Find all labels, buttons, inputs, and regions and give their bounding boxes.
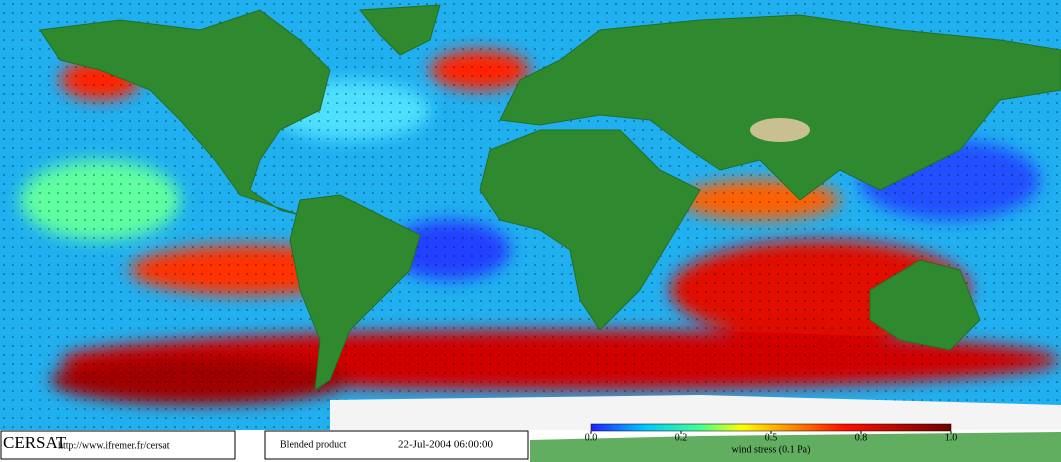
footer: CERSAT http://www.ifremer.fr/cersat Blen…	[0, 430, 529, 460]
map	[0, 0, 1061, 430]
colorbar: wind stress (0.1 Pa) 0.0 0.2 0.5 0.8 1.0	[585, 423, 958, 455]
info-box	[0, 430, 236, 460]
colorbar-tick-label: 1.0	[945, 432, 958, 443]
url: http://www.ifremer.fr/cersat	[58, 440, 170, 451]
product: Blended product	[280, 439, 347, 450]
colorbar-tick-label: 0.8	[855, 432, 868, 443]
colorbar-label: wind stress (0.1 Pa)	[732, 444, 811, 455]
colorbar-scale	[590, 423, 952, 432]
colorbar-tick-label: 0.5	[765, 432, 778, 443]
colorbar-tick-label: 0.0	[585, 432, 598, 443]
colorbar-tick-label: 0.2	[675, 432, 688, 443]
product-box	[264, 430, 529, 460]
logo: CERSAT	[3, 433, 67, 452]
timestamp: 22-Jul-2004 06:00:00	[398, 439, 494, 451]
